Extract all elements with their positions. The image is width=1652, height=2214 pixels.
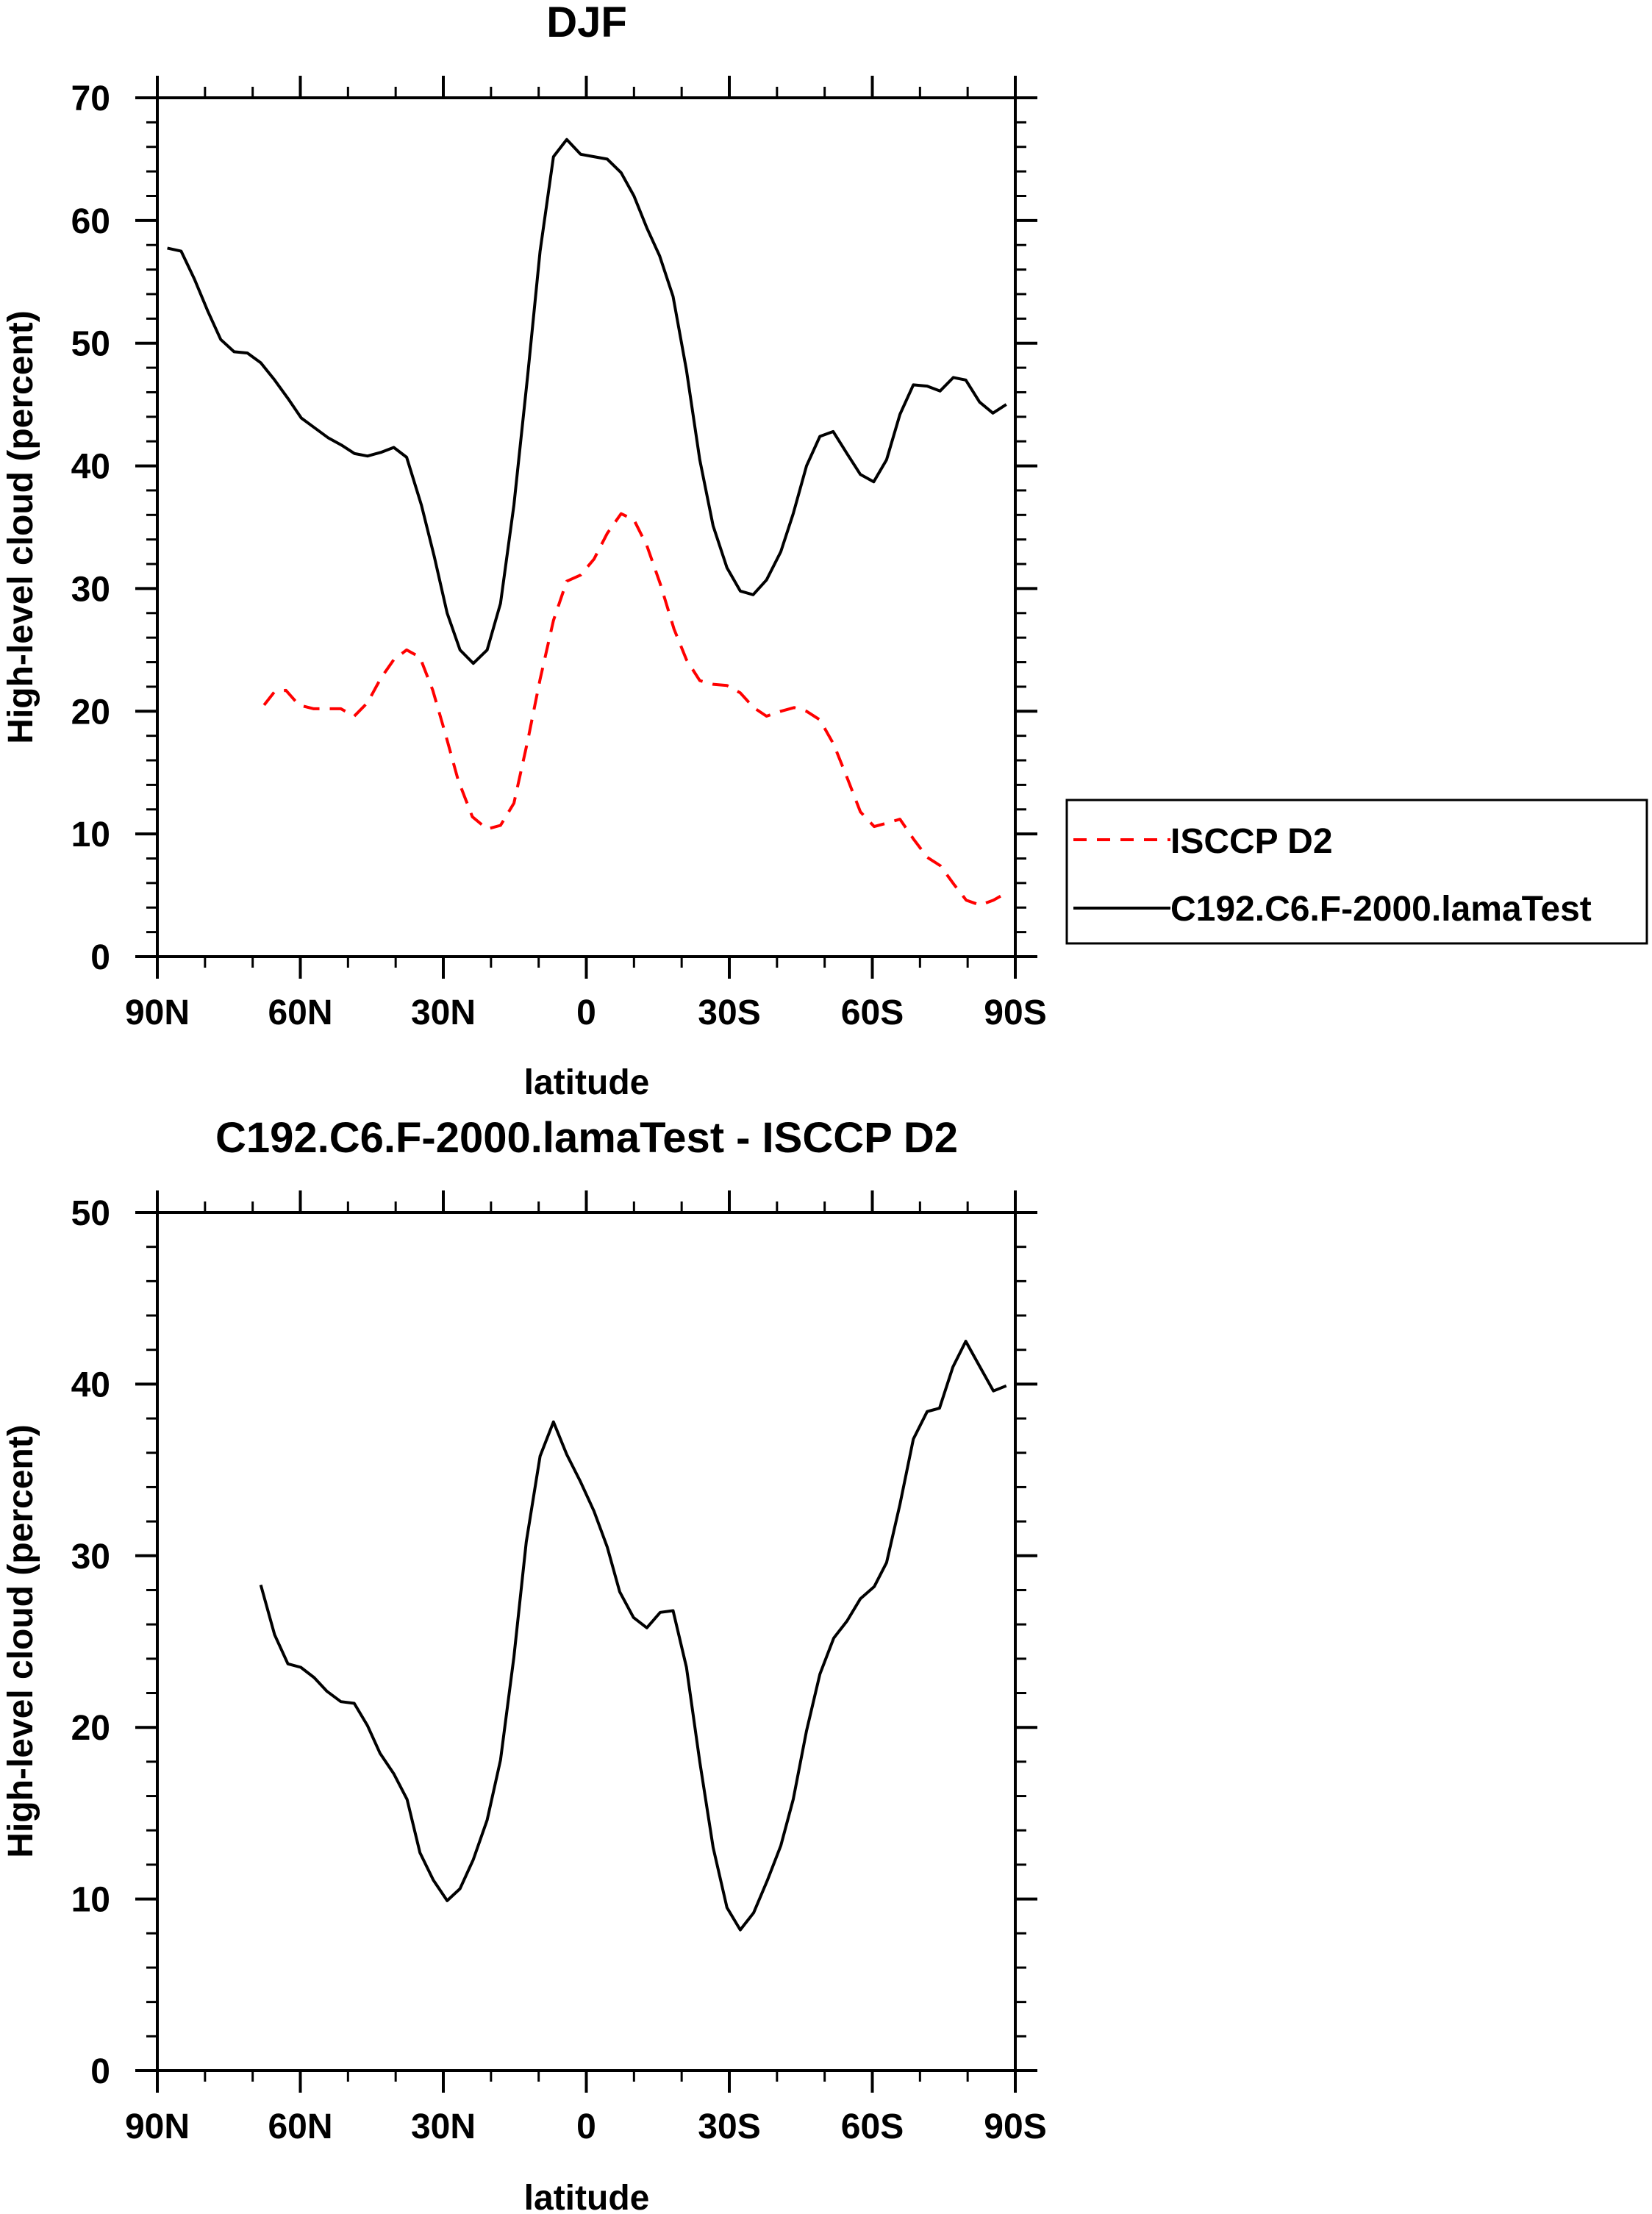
y-tick-label: 50 — [71, 1194, 110, 1233]
top-y-axis-label: High-level cloud (percent) — [1, 310, 40, 743]
x-tick-label: 30S — [698, 2107, 760, 2146]
y-tick-label: 20 — [71, 1709, 110, 1748]
y-tick-label: 30 — [71, 1538, 110, 1576]
top-x-axis-label: latitude — [524, 1063, 650, 1102]
bottom-x-axis-label: latitude — [524, 2179, 650, 2214]
y-tick-label: 40 — [71, 1365, 110, 1404]
legend-label-model: C192.C6.F-2000.lamaTest — [1170, 890, 1592, 929]
series-line-difference — [259, 1340, 1007, 1932]
top-chart-title: DJF — [546, 0, 627, 46]
legend: ISCCP D2 C192.C6.F-2000.lamaTest — [1065, 799, 1648, 945]
x-tick-label: 90N — [125, 2107, 190, 2146]
x-tick-label: 60N — [268, 2107, 332, 2146]
x-tick-label: 90S — [984, 2107, 1046, 2146]
y-tick-label: 30 — [71, 570, 110, 609]
y-tick-label: 20 — [71, 693, 110, 732]
series-line-c192-c6-f-2000-lamatest — [167, 138, 1007, 665]
bottom-y-axis-label: High-level cloud (percent) — [1, 1424, 40, 1857]
y-tick-label: 70 — [71, 79, 110, 118]
x-tick-label: 30N — [411, 2107, 476, 2146]
top-plot-marks: 90N 60N 30N 0 30S 60S 90S 0 10 20 30 40 50 60 70 — [71, 76, 1047, 1032]
y-tick-label: 0 — [90, 938, 110, 977]
legend-box — [1065, 799, 1648, 945]
y-tick-label: 0 — [90, 2052, 110, 2091]
x-tick-label: 90S — [984, 993, 1046, 1032]
top-plot-frame — [156, 96, 1017, 958]
x-tick-label: 90N — [125, 993, 190, 1032]
x-tick-label: 0 — [576, 2107, 596, 2146]
x-tick-label: 30S — [698, 993, 760, 1032]
legend-label-isccp: ISCCP D2 — [1170, 822, 1333, 861]
y-tick-label: 60 — [71, 202, 110, 241]
bottom-panel: C192.C6.F-2000.lamaTest - ISCCP D2 90N 60… — [1, 1114, 1047, 2214]
y-tick-label: 50 — [71, 325, 110, 364]
x-tick-label: 60S — [841, 2107, 904, 2146]
x-tick-label: 60N — [268, 993, 332, 1032]
bottom-plot-marks: 90N 60N 30N 0 30S 60S 90S 0 10 20 30 40 50 — [71, 1190, 1047, 2146]
series-line-isccp-d2 — [262, 512, 1008, 907]
bottom-plot-frame — [156, 1211, 1017, 2072]
y-tick-label: 10 — [71, 815, 110, 854]
top-panel: DJF 90N 60N 30N 0 30S 60S 90S 0 10 20 30 40 50 60 70 l… — [1, 0, 1648, 1102]
x-tick-label: 30N — [411, 993, 476, 1032]
x-tick-label: 0 — [576, 993, 596, 1032]
x-tick-label: 60S — [841, 993, 904, 1032]
bottom-chart-title: C192.C6.F-2000.lamaTest - ISCCP D2 — [215, 1114, 958, 1162]
y-tick-label: 10 — [71, 1881, 110, 1920]
y-tick-label: 40 — [71, 448, 110, 487]
